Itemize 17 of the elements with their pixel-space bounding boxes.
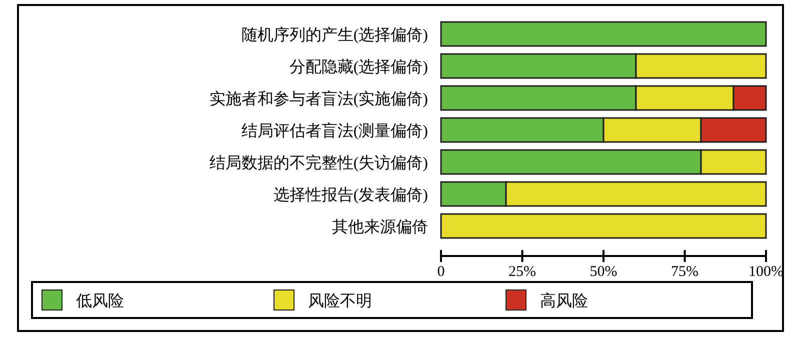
y-tick-label: 结局评估者盲法(测量偏倚) [241,122,428,140]
bar [440,21,767,47]
legend-label: 低风险 [76,293,124,310]
x-tick-label: 50% [590,264,618,280]
y-tick-label: 结局数据的不完整性(失访偏倚) [209,154,428,172]
y-tick-label: 随机序列的产生(选择偏倚) [241,26,428,44]
x-tick-label: 75% [671,264,698,280]
y-tick-label: 实施者和参与者盲法(实施偏倚) [209,90,428,108]
x-tick-label: 100% [748,264,784,280]
y-tick-label: 其他来源偏倚 [332,218,428,236]
x-tick-label: 0 [437,264,445,280]
legend-label: 风险不明 [308,293,372,310]
y-tick-label: 分配隐藏(选择偏倚) [289,58,428,76]
legend-label: 高风险 [540,292,588,310]
y-tick-label: 选择性报告(发表偏倚) [273,186,428,204]
x-tick-label: 25% [508,264,536,280]
bar [440,213,767,239]
